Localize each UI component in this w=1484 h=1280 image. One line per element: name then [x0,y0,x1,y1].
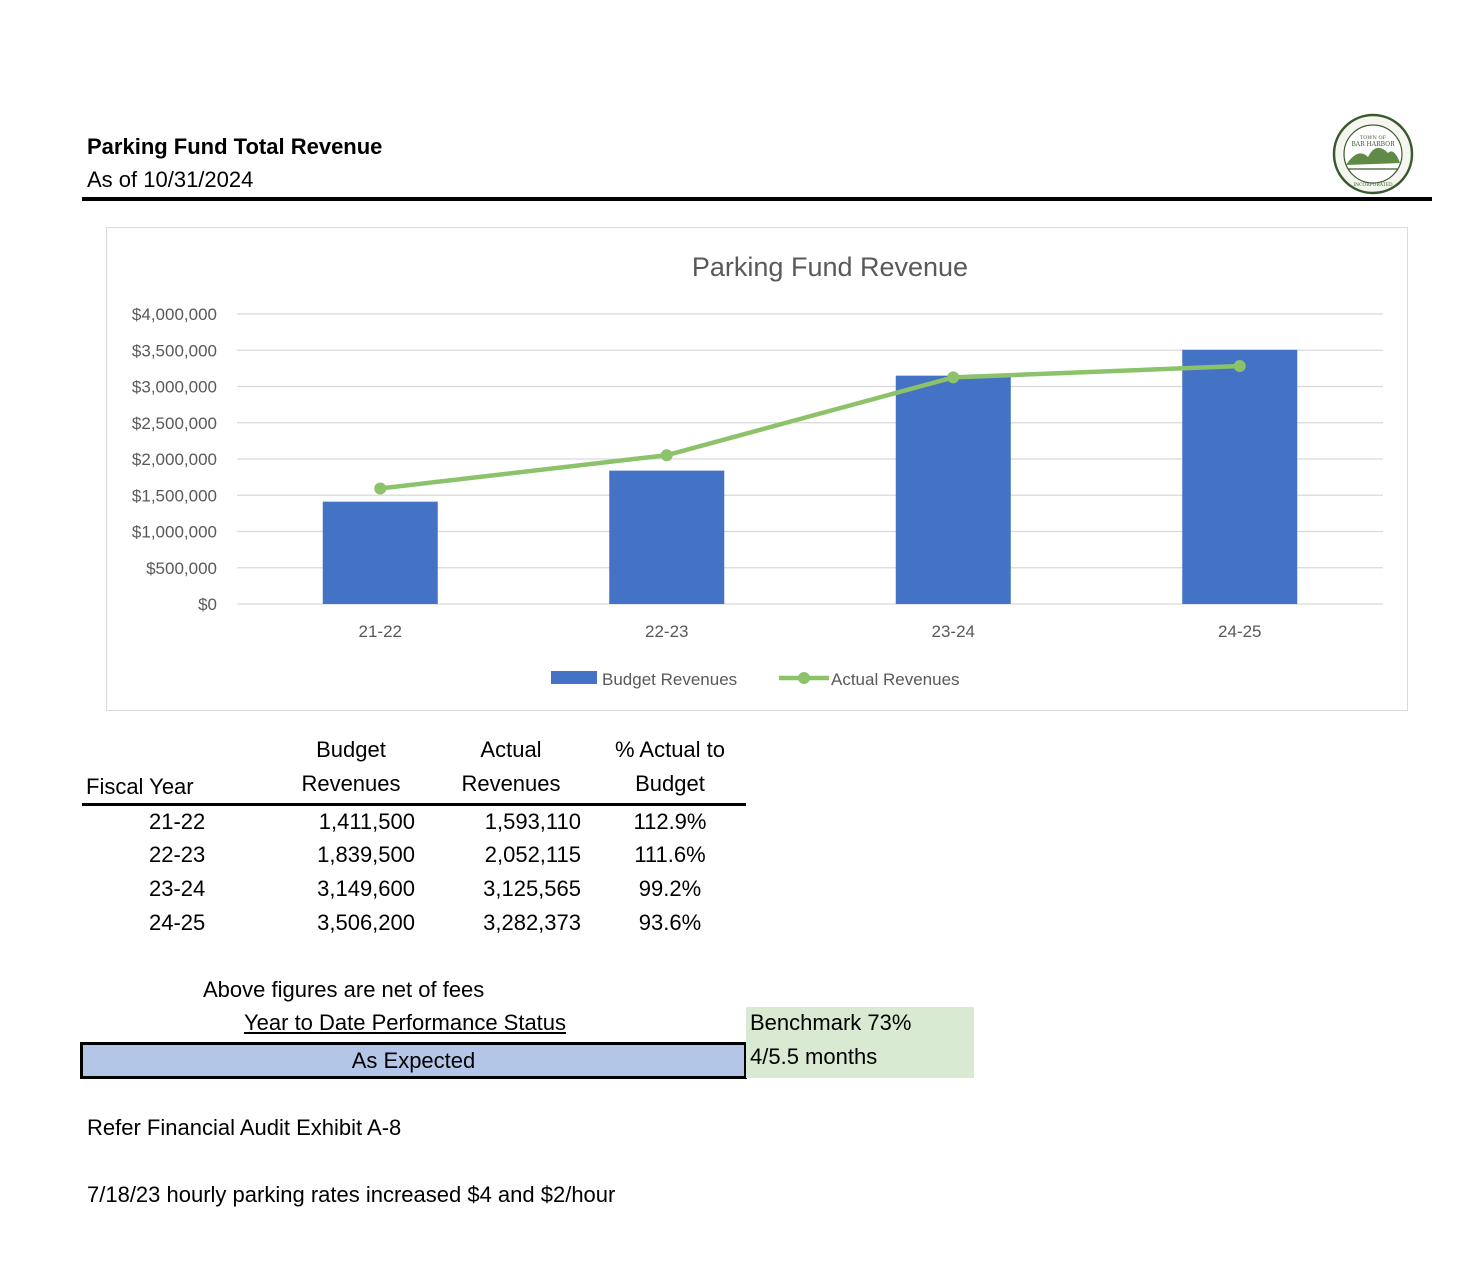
note-rate-change: 7/18/23 hourly parking rates increased $… [87,1182,616,1207]
cell-actual: 2,052,115 [484,842,581,867]
point-actual-revenues [1233,360,1246,373]
y-tick-label: $2,500,000 [132,414,217,433]
revenue-chart: Parking Fund Revenue $0 $500,000 $1,000,000… [132,252,1383,689]
y-tick-label: $2,000,000 [132,450,217,469]
point-actual-revenues [660,449,673,462]
bar-budget-revenues [895,375,1011,604]
legend-swatch-actual-marker [798,672,810,684]
bar-budget-revenues [322,501,438,604]
table-header-budget-line2: Revenues [301,771,401,796]
benchmark-months: 4/5.5 months [750,1044,878,1069]
cell-fiscal-year: 24-25 [149,910,206,935]
y-tick-label: $4,000,000 [132,305,217,324]
y-tick-label: $3,500,000 [132,341,217,360]
page-subtitle: As of 10/31/2024 [87,167,254,192]
bar-budget-revenues [1182,349,1298,604]
cell-budget: 1,411,500 [318,809,415,834]
cell-fiscal-year: 23-24 [149,876,206,901]
cell-budget: 3,506,200 [317,910,415,935]
y-tick-label: $3,000,000 [132,378,217,397]
cell-actual: 1,593,110 [484,809,581,834]
seal-bottom-text: INCORPORATED [1353,182,1393,188]
cell-pct: 112.9% [633,809,707,834]
y-tick-label: $1,000,000 [132,523,217,542]
cell-actual: 3,282,373 [483,910,581,935]
y-tick-label: $0 [198,595,217,614]
table-header-pct-line1: % Actual to [614,737,726,762]
town-seal-logo: TOWN OF BAR HARBOR INCORPORATED [1332,113,1414,195]
bar-budget-revenues [609,470,725,604]
table-header-fiscal-year: Fiscal Year [86,774,194,799]
benchmark-percent: Benchmark 73% [750,1010,912,1035]
seal-top-text: TOWN OF [1360,135,1387,141]
x-tick-label: 24-25 [1218,622,1261,641]
table-header-pct-line2: Budget [635,771,705,796]
cell-fiscal-year: 21-22 [149,809,206,834]
cell-fiscal-year: 22-23 [149,842,206,867]
header-divider [82,197,1432,201]
line-actual-revenues [379,363,1240,491]
cell-pct: 93.6% [638,910,702,935]
x-tick-label: 23-24 [932,622,975,641]
table-header-budget-line1: Budget [316,737,386,762]
page-title: Parking Fund Total Revenue [87,134,383,159]
status-badge: As Expected [80,1042,747,1079]
y-tick-label: $1,500,000 [132,486,217,505]
cell-budget: 3,149,600 [317,876,415,901]
x-tick-label: 22-23 [645,622,688,641]
y-tick-label: $500,000 [146,559,217,578]
benchmark-panel [746,1007,974,1078]
cell-budget: 1,839,500 [317,842,415,867]
legend-label-actual: Actual Revenues [831,670,960,689]
ytd-status-label: Year to Date Performance Status [244,1010,567,1035]
table-header-actual-line2: Revenues [461,771,561,796]
cell-actual: 3,125,565 [483,876,581,901]
point-actual-revenues [947,371,960,384]
cell-pct: 99.2% [638,876,702,901]
note-audit-reference: Refer Financial Audit Exhibit A-8 [87,1115,402,1140]
point-actual-revenues [374,482,387,495]
legend-swatch-budget [551,671,597,684]
x-tick-label: 21-22 [359,622,402,641]
table-header-divider [82,803,746,806]
legend-label-budget: Budget Revenues [602,670,737,689]
note-net-of-fees: Above figures are net of fees [203,977,485,1002]
table-header-actual-line1: Actual [480,737,542,762]
cell-pct: 111.6% [634,842,706,867]
seal-main-text: BAR HARBOR [1351,141,1395,148]
chart-container: Parking Fund Revenue $0 $500,000 $1,000,000… [106,227,1408,711]
chart-title: Parking Fund Revenue [692,252,968,282]
